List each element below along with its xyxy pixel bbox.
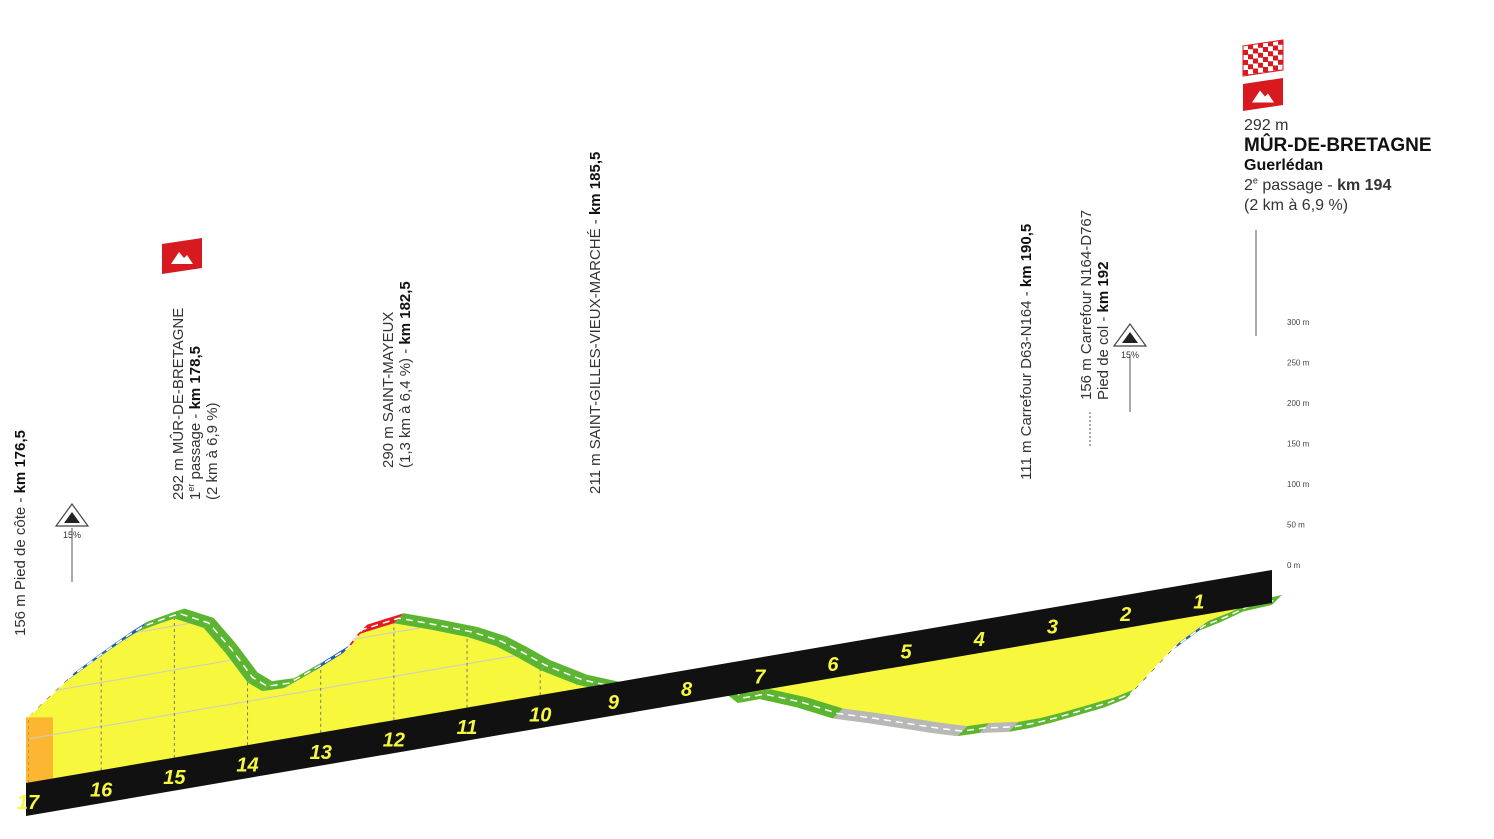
distance-marker: 14 xyxy=(236,754,258,776)
y-tick-label: 100 m xyxy=(1287,480,1310,489)
checkered-square xyxy=(1248,64,1253,70)
crest-segment xyxy=(203,617,236,654)
checkered-square xyxy=(1268,41,1273,47)
checkered-finish-flag-icon xyxy=(1242,39,1284,77)
checkered-square xyxy=(1243,60,1248,65)
crest-segment xyxy=(467,626,507,647)
checkered-square xyxy=(1248,54,1253,60)
gradient-warning-icon-2-label: 15% xyxy=(1121,350,1139,360)
y-tick-label: 200 m xyxy=(1287,399,1310,408)
checkered-square xyxy=(1263,40,1268,42)
checkered-square xyxy=(1278,49,1283,55)
checkered-square xyxy=(1273,65,1278,71)
base-band xyxy=(26,570,1272,816)
crest-segment xyxy=(393,613,441,630)
crest-segment xyxy=(935,723,968,737)
distance-marker: 16 xyxy=(90,779,113,801)
crest-segment xyxy=(979,721,1019,733)
checkered-square xyxy=(1243,70,1248,75)
checkered-square xyxy=(1253,58,1258,64)
crest-segment xyxy=(284,661,324,689)
checkered-square xyxy=(1258,62,1263,68)
crest-segment xyxy=(1030,712,1063,728)
crest-segment xyxy=(1008,717,1041,732)
climb-label-saint-gilles: 211 m SAINT-GILLES-VIEUX-MARCHÉ - km 185… xyxy=(587,151,604,494)
checkered-square xyxy=(1253,68,1258,74)
finish-mountain-flag-icon-mountain xyxy=(1252,90,1274,103)
climb-label-pied-de-cote: 156 m Pied de côte - km 176,5 xyxy=(12,430,29,636)
distance-marker: 17 xyxy=(17,792,40,814)
crest-segment xyxy=(1169,620,1209,653)
checkered-square xyxy=(1258,52,1263,58)
climb-label-carrefour-n164: 156 m Carrefour N164-D767 Pied de col - … xyxy=(1078,209,1112,400)
crest-segment xyxy=(1074,697,1114,717)
crest-segment xyxy=(737,689,770,704)
distance-marker: 4 xyxy=(973,629,985,651)
y-tick-label: 0 m xyxy=(1287,561,1301,570)
climb-label-saint-mayeux: 290 m SAINT-MAYEUX (1,3 km à 6,4 %) - km… xyxy=(380,281,414,468)
distance-marker: 9 xyxy=(608,692,620,714)
checkered-square xyxy=(1253,48,1258,54)
checkered-square xyxy=(1278,59,1283,65)
checkered-square xyxy=(1273,55,1278,61)
crest-segment xyxy=(540,660,587,685)
checkered-square xyxy=(1263,47,1268,52)
climb-label-mur-first-passage: 292 m MÛR-DE-BRETAGNE 1er passage - km 1… xyxy=(170,307,221,500)
checkered-square xyxy=(1243,40,1248,45)
finish-subname: Guerlédan xyxy=(1244,157,1324,174)
crest-segment xyxy=(247,672,273,692)
distance-marker: 15 xyxy=(163,767,186,789)
climb-label-carrefour-d63: 111 m Carrefour D63-N164 - km 190,5 xyxy=(1018,223,1035,480)
distance-marker: 5 xyxy=(901,642,913,664)
checkered-square xyxy=(1263,67,1268,72)
finish-passage: 2e passage - km 194 xyxy=(1244,175,1392,194)
crest-segment xyxy=(225,643,258,683)
checkered-square xyxy=(1248,44,1253,50)
crest-segment xyxy=(357,613,404,635)
distance-marker: 6 xyxy=(827,654,839,676)
gradient-warning-icon-mark xyxy=(64,512,80,523)
y-tick-label: 300 m xyxy=(1287,318,1310,327)
gradient-warning-icon-label: 15% xyxy=(63,530,81,540)
crest-segment xyxy=(869,713,917,729)
finish-gradient: (2 km à 6,9 %) xyxy=(1244,197,1349,214)
crest-segment xyxy=(313,643,353,672)
checkered-square xyxy=(1243,50,1248,55)
checkered-square xyxy=(1253,40,1258,44)
crest-segment xyxy=(832,708,880,724)
y-tick-label: 250 m xyxy=(1287,359,1310,368)
gradient-warning-icon-2-mark xyxy=(1122,332,1138,343)
crest-segment xyxy=(137,613,170,632)
crest-segment xyxy=(262,678,295,692)
finish-name: MÛR-DE-BRETAGNE xyxy=(1244,135,1432,156)
crest-segment xyxy=(1052,706,1085,723)
checkered-square xyxy=(1268,61,1273,67)
finish-altitude: 292 m xyxy=(1244,117,1289,134)
distance-marker: 7 xyxy=(754,667,766,689)
checkered-square xyxy=(1263,57,1268,62)
profile-side-face xyxy=(26,717,53,785)
y-tick-label: 150 m xyxy=(1287,440,1310,449)
finish-info: 292 m MÛR-DE-BRETAGNE Guerlédan 2e passa… xyxy=(1244,116,1432,216)
distance-marker: 1 xyxy=(1193,592,1204,614)
distance-marker: 11 xyxy=(457,717,478,739)
checkered-square xyxy=(1268,51,1273,57)
checkered-square xyxy=(1278,40,1283,45)
distance-marker: 8 xyxy=(681,679,693,701)
distance-marker: 3 xyxy=(1047,617,1058,639)
checkered-square xyxy=(1273,45,1278,51)
distance-marker: 2 xyxy=(1119,604,1131,626)
checkered-square xyxy=(1273,40,1278,41)
y-tick-label: 50 m xyxy=(1287,521,1305,530)
mountain-flag-icon-mountain xyxy=(171,252,193,264)
distance-marker: 13 xyxy=(310,742,332,764)
crest-segment xyxy=(123,621,148,641)
distance-marker: 10 xyxy=(529,704,551,726)
checkered-square xyxy=(1258,42,1263,48)
distance-marker: 12 xyxy=(383,729,405,751)
